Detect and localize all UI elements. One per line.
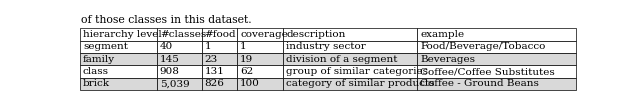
Bar (417, 53, 576, 65)
Bar (284, 65, 417, 78)
Text: 62: 62 (240, 67, 253, 76)
Text: 1: 1 (205, 42, 211, 51)
Bar (157, 53, 202, 65)
Text: 145: 145 (160, 55, 180, 64)
Bar (237, 78, 284, 90)
Bar (202, 28, 237, 41)
Bar (80, 53, 157, 65)
Text: 826: 826 (205, 79, 225, 88)
Text: Coffee/Coffee Substitutes: Coffee/Coffee Substitutes (420, 67, 555, 76)
Text: Food/Beverage/Tobacco: Food/Beverage/Tobacco (420, 42, 546, 51)
Text: of those classes in this dataset.: of those classes in this dataset. (81, 15, 252, 25)
Bar (80, 28, 157, 41)
Bar (80, 78, 157, 90)
Bar (417, 41, 576, 53)
Text: industry sector: industry sector (286, 42, 366, 51)
Text: 40: 40 (160, 42, 173, 51)
Bar (237, 28, 284, 41)
Bar (202, 65, 237, 78)
Text: #food: #food (205, 30, 236, 39)
Text: 19: 19 (240, 55, 253, 64)
Text: example: example (420, 30, 465, 39)
Text: #classes: #classes (160, 30, 206, 39)
Bar (157, 78, 202, 90)
Text: family: family (83, 55, 115, 64)
Bar (284, 41, 417, 53)
Bar (284, 53, 417, 65)
Text: description: description (286, 30, 346, 39)
Text: Coffee - Ground Beans: Coffee - Ground Beans (420, 79, 539, 88)
Bar (417, 78, 576, 90)
Bar (202, 78, 237, 90)
Bar (284, 78, 417, 90)
Text: 23: 23 (205, 55, 218, 64)
Bar (202, 53, 237, 65)
Text: class: class (83, 67, 109, 76)
Text: 131: 131 (205, 67, 225, 76)
Bar (202, 41, 237, 53)
Bar (80, 65, 157, 78)
Text: Beverages: Beverages (420, 55, 476, 64)
Text: brick: brick (83, 79, 110, 88)
Text: category of similar products: category of similar products (286, 79, 435, 88)
Text: hierarchy level: hierarchy level (83, 30, 162, 39)
Bar (80, 41, 157, 53)
Bar (237, 41, 284, 53)
Bar (284, 28, 417, 41)
Text: 908: 908 (160, 67, 180, 76)
Bar (417, 28, 576, 41)
Text: coverage: coverage (240, 30, 288, 39)
Text: 5,039: 5,039 (160, 79, 189, 88)
Bar (237, 65, 284, 78)
Text: segment: segment (83, 42, 128, 51)
Text: 100: 100 (240, 79, 260, 88)
Bar (237, 53, 284, 65)
Text: 1: 1 (240, 42, 247, 51)
Bar (157, 41, 202, 53)
Bar (157, 65, 202, 78)
Text: division of a segment: division of a segment (286, 55, 398, 64)
Bar (417, 65, 576, 78)
Text: group of similar categories: group of similar categories (286, 67, 428, 76)
Bar (157, 28, 202, 41)
